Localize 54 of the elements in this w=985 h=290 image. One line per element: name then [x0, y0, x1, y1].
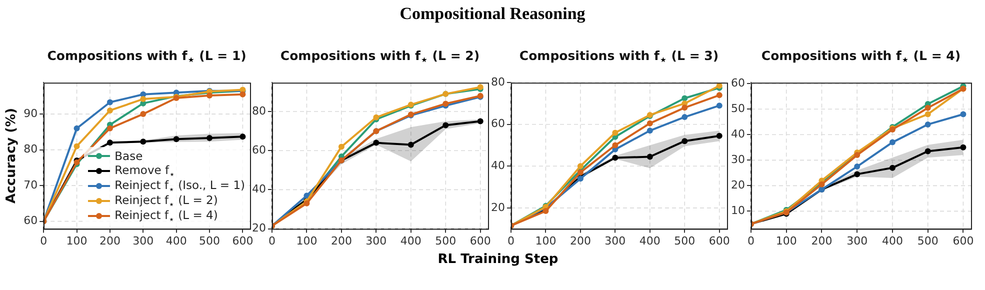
y-tick-label: 60: [24, 214, 38, 228]
x-tick-label: 400: [639, 234, 660, 248]
legend-label: Remove f$_{⋆}$: [114, 162, 176, 180]
y-tick-label: 20: [490, 200, 505, 214]
x-tick-label: 500: [435, 234, 456, 248]
legend-label: Base: [114, 149, 143, 164]
x-tick-label: 100: [776, 234, 797, 248]
legend-label: Reinject f$_{⋆}$ (L = 4): [114, 208, 218, 225]
y-tick-label: 50: [730, 102, 745, 115]
x-tick-label: 500: [199, 234, 220, 248]
x-tick-label: 500: [917, 234, 938, 248]
y-tick-label: 80: [490, 75, 505, 88]
x-tick-label: 400: [166, 234, 187, 248]
x-tick-label: 100: [296, 234, 318, 248]
x-tick-label: 200: [570, 234, 591, 248]
y-tick-label: 20: [730, 178, 745, 192]
x-tick-label: 600: [232, 234, 254, 248]
x-tick-label: 0: [507, 234, 514, 248]
y-tick-label: 40: [730, 128, 745, 141]
y-tick-label: 60: [252, 143, 266, 156]
x-tick-label: 200: [99, 234, 120, 248]
x-tick-label: 600: [708, 234, 730, 248]
x-tick-label: 0: [747, 234, 754, 248]
text: Compositional Reasoning: [398, 4, 586, 24]
y-tick-label: 20: [252, 222, 266, 235]
x-tick-label: 300: [846, 234, 868, 248]
legend-label: Reinject f$_{⋆}$ (L = 2): [114, 192, 218, 210]
x-tick-label: 300: [604, 234, 626, 248]
y-tick-label: 40: [252, 182, 266, 196]
x-axis-title: RL Training Step: [438, 252, 558, 267]
x-tick-label: 400: [882, 234, 903, 248]
legend-label: Reinject f$_{⋆}$ (Iso., L = 1): [114, 178, 245, 195]
y-tick-label: 60: [490, 117, 505, 130]
y-tick-label: 80: [24, 142, 38, 156]
x-tick-label: 100: [535, 234, 556, 248]
y-tick-label: 60: [730, 76, 745, 90]
x-tick-label: 400: [400, 234, 422, 248]
x-tick-label: 600: [952, 234, 974, 248]
x-tick-label: 100: [66, 234, 88, 248]
y-tick-label: 90: [24, 106, 38, 120]
x-tick-label: 0: [268, 234, 276, 248]
y-tick-label: 40: [490, 159, 505, 172]
x-tick-label: 200: [811, 234, 832, 248]
y-tick-label: 10: [730, 204, 745, 218]
x-tick-label: 300: [132, 234, 154, 248]
x-tick-label: 600: [470, 234, 491, 248]
y-tick-label: 70: [24, 178, 38, 192]
x-tick-label: 0: [40, 234, 48, 248]
y-axis-title: Accuracy (%): [4, 108, 20, 204]
y-tick-label: 80: [252, 104, 266, 118]
y-tick-label: 30: [730, 153, 745, 166]
x-tick-label: 300: [366, 234, 387, 248]
x-tick-label: 200: [330, 234, 352, 248]
x-tick-label: 500: [674, 234, 696, 248]
